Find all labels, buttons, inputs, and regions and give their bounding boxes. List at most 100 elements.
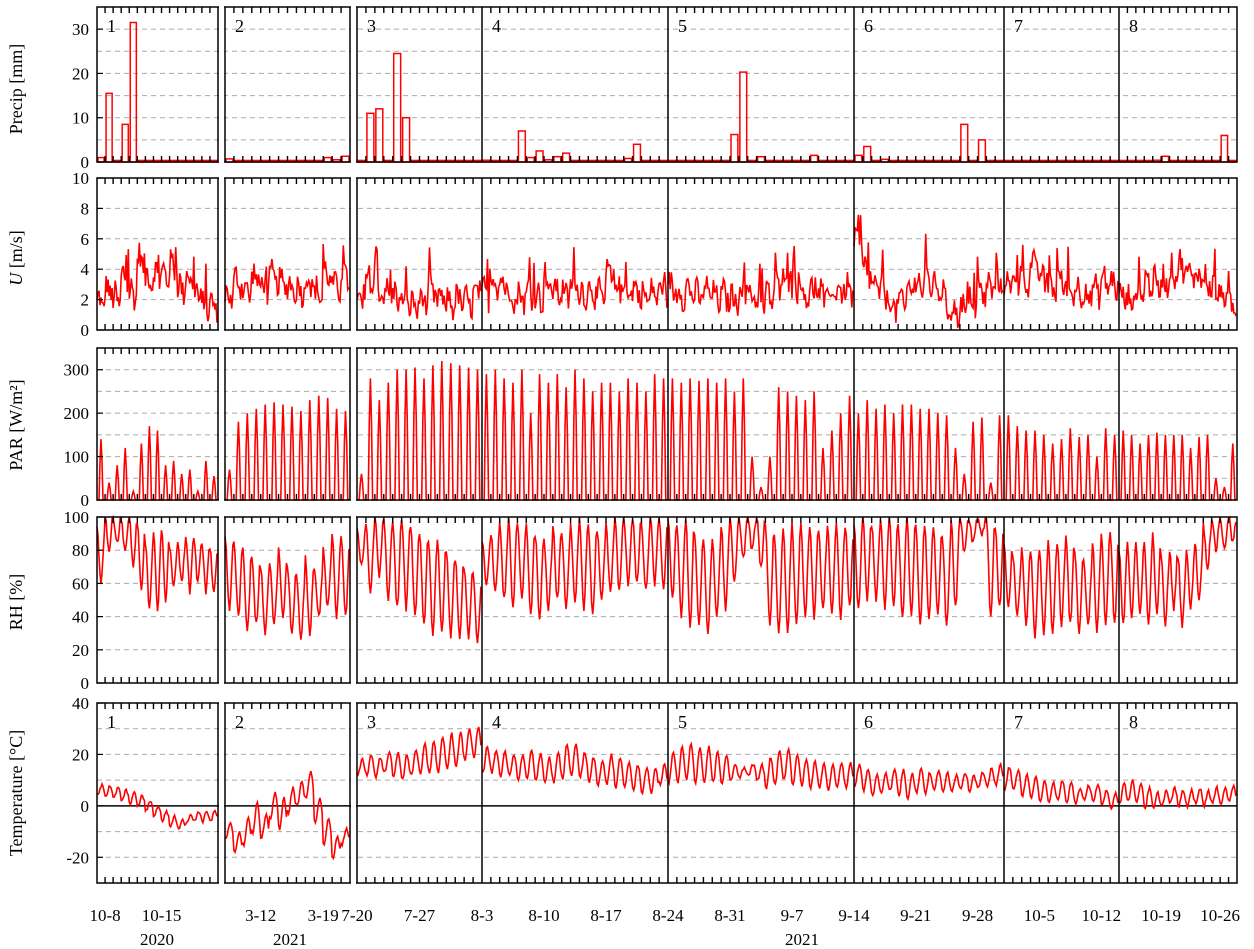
- series-line: [667, 515, 854, 634]
- y-tick-label: -20: [66, 848, 89, 867]
- series-line: [356, 726, 482, 781]
- segment-gap: [351, 346, 356, 502]
- segment-gap: [219, 515, 224, 685]
- y-tick-label: 30: [72, 20, 89, 39]
- segment-number: 2: [235, 16, 244, 36]
- segment-gap: [219, 5, 224, 164]
- series-line: [356, 246, 482, 321]
- series-line: [1003, 531, 1119, 639]
- ylabel-rh: RH [%]: [6, 574, 26, 631]
- y-tick-label: 200: [64, 404, 90, 423]
- x-tick-label: 7-27: [404, 906, 436, 925]
- precip-bar: [129, 21, 138, 163]
- x-tick-label: 10-5: [1024, 906, 1055, 925]
- panel-frame: [96, 347, 1238, 501]
- y-tick-label: 0: [81, 153, 90, 172]
- precip-bar: [121, 123, 130, 163]
- y-tick-label: 10: [72, 109, 89, 128]
- segment-number: 1: [107, 712, 116, 732]
- segment-number: 4: [492, 16, 501, 36]
- precip-bar: [553, 155, 562, 163]
- precip-bar: [392, 52, 402, 163]
- series-line: [96, 242, 218, 323]
- x-tick-label: 10-19: [1141, 906, 1181, 925]
- x-tick-label: 9-21: [900, 906, 931, 925]
- precip-bar: [535, 150, 544, 163]
- segment-number: 6: [864, 712, 873, 732]
- segment-number: 3: [367, 16, 376, 36]
- y-tick-label: 0: [81, 674, 90, 693]
- series-line: [853, 214, 1004, 329]
- ylabel-temperature: Temperature [°C]: [6, 730, 26, 856]
- x-tick-label: 8-31: [714, 906, 745, 925]
- series-line: [97, 426, 217, 501]
- y-tick-label: 6: [81, 230, 90, 249]
- precip-bar: [375, 108, 384, 163]
- x-tick-label: 10-26: [1200, 906, 1240, 925]
- precip-bar: [366, 112, 375, 163]
- segment-number: 7: [1014, 712, 1023, 732]
- segment-number: 4: [492, 712, 501, 732]
- series-line: [667, 245, 854, 316]
- y-tick-label: 60: [72, 574, 89, 593]
- series-line: [1004, 415, 1118, 501]
- series-line: [854, 400, 1003, 501]
- segment-number: 3: [367, 712, 376, 732]
- precip-bar: [105, 92, 113, 163]
- precip-bar: [632, 143, 642, 163]
- segment-gap: [351, 176, 356, 332]
- x-tick-label: 10-12: [1081, 906, 1121, 925]
- y-tick-label: 20: [72, 641, 89, 660]
- x-tick-label: 10-15: [142, 906, 182, 925]
- y-axis-labels: Precip [mm] U [m/s] PAR [W/m²] RH [%] Te…: [6, 44, 26, 856]
- x-tick-label: 8-17: [590, 906, 622, 925]
- precip-bar: [739, 71, 748, 163]
- y-tick-label: 40: [72, 694, 89, 713]
- series-line: [357, 360, 481, 501]
- x-tick-label: 10-8: [89, 906, 120, 925]
- x-tick-label: 9-14: [838, 906, 870, 925]
- y-tick-label: 4: [81, 260, 90, 279]
- segment-number: 5: [678, 16, 687, 36]
- segment-number: 6: [864, 16, 873, 36]
- year-label: 2021: [273, 930, 307, 949]
- panel-frame: [96, 6, 1238, 163]
- precip-bar: [863, 145, 872, 163]
- segment-number: 8: [1129, 712, 1138, 732]
- series-line: [481, 516, 668, 620]
- y-tick-label: 80: [72, 541, 89, 560]
- series-line: [481, 742, 668, 796]
- precip-bar: [561, 152, 571, 163]
- panel-frame: [96, 516, 1238, 684]
- year-label: 2021: [785, 930, 819, 949]
- x-tick-label: 8-3: [471, 906, 494, 925]
- panel-frame: [96, 702, 1238, 884]
- series-line: [225, 395, 349, 501]
- series-line: [853, 516, 1004, 626]
- x-tick-label: 7-20: [341, 906, 372, 925]
- precip-bar: [977, 139, 987, 163]
- series-line: [481, 247, 668, 316]
- segment-gap: [219, 176, 224, 332]
- segment-gap: [351, 701, 356, 885]
- series-line: [224, 770, 350, 861]
- series-line: [1003, 244, 1119, 310]
- series-line: [356, 516, 482, 644]
- series-line: [1118, 515, 1237, 629]
- series-line: [96, 781, 218, 831]
- series-line: [224, 533, 350, 640]
- series-line: [1003, 766, 1119, 811]
- segment-number: 8: [1129, 16, 1138, 36]
- precip-bar: [517, 130, 527, 163]
- y-tick-label: 0: [81, 797, 90, 816]
- precip-bar: [756, 155, 766, 163]
- segment-number: 1: [107, 16, 116, 36]
- y-tick-label: 0: [81, 321, 90, 340]
- x-tick-label: 8-24: [652, 906, 684, 925]
- y-tick-label: 40: [72, 608, 89, 627]
- y-tick-label: 100: [64, 508, 90, 527]
- x-tick-label: 3-12: [245, 906, 276, 925]
- ylabel-wind-unit: [m/s]: [6, 230, 26, 273]
- series-line: [853, 761, 1004, 802]
